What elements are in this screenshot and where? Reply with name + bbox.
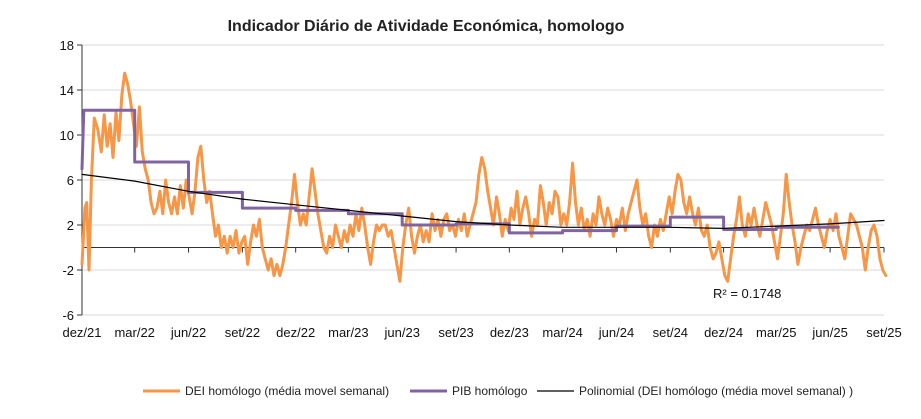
x-tick-label: set/22 xyxy=(225,325,260,340)
y-tick-label: 6 xyxy=(67,173,74,188)
x-tick-label: set/24 xyxy=(653,325,688,340)
x-tick-label: jun/24 xyxy=(598,325,634,340)
y-tick-label: -2 xyxy=(62,263,74,278)
legend-label-pib: PIB homólogo xyxy=(452,384,528,398)
x-tick-label: jun/25 xyxy=(811,325,847,340)
x-axis: dez/21 mar/22 jun/22 set/22 dez/22 mar/23 jun/… xyxy=(62,247,902,340)
x-tick-label: set/25 xyxy=(866,325,901,340)
x-tick-label: dez/24 xyxy=(704,325,743,340)
series-line-dei xyxy=(80,71,888,283)
y-tick-label: 2 xyxy=(67,218,74,233)
y-tick-label: 14 xyxy=(60,83,74,98)
x-tick-label: dez/22 xyxy=(276,325,315,340)
series-group xyxy=(80,71,888,283)
y-axis: -6 -2 2 6 10 14 18 xyxy=(60,38,83,323)
x-tick-label: dez/23 xyxy=(490,325,529,340)
x-tick-label: dez/21 xyxy=(62,325,101,340)
y-tick-label: 18 xyxy=(60,38,74,53)
legend: DEI homólogo (média movel semanal) PIB h… xyxy=(143,384,853,398)
x-tick-label: mar/25 xyxy=(756,325,796,340)
x-tick-label: set/23 xyxy=(438,325,473,340)
legend-label-trend: Polinomial (DEI homólogo (média movel se… xyxy=(579,384,853,398)
series-line-trend xyxy=(81,173,885,229)
series-line-pib xyxy=(80,108,840,235)
y-tick-label: 10 xyxy=(60,128,74,143)
x-tick-label: jun/22 xyxy=(170,325,206,340)
chart-title: Indicador Diário de Atividade Económica,… xyxy=(228,18,625,35)
legend-label-dei: DEI homólogo (média movel semanal) xyxy=(185,384,389,398)
y-tick-label: -6 xyxy=(62,308,74,323)
x-tick-label: mar/22 xyxy=(114,325,154,340)
x-tick-label: mar/24 xyxy=(542,325,582,340)
r-squared-annotation: R² = 0.1748 xyxy=(713,286,781,301)
x-tick-label: jun/23 xyxy=(384,325,420,340)
x-tick-label: mar/23 xyxy=(328,325,368,340)
